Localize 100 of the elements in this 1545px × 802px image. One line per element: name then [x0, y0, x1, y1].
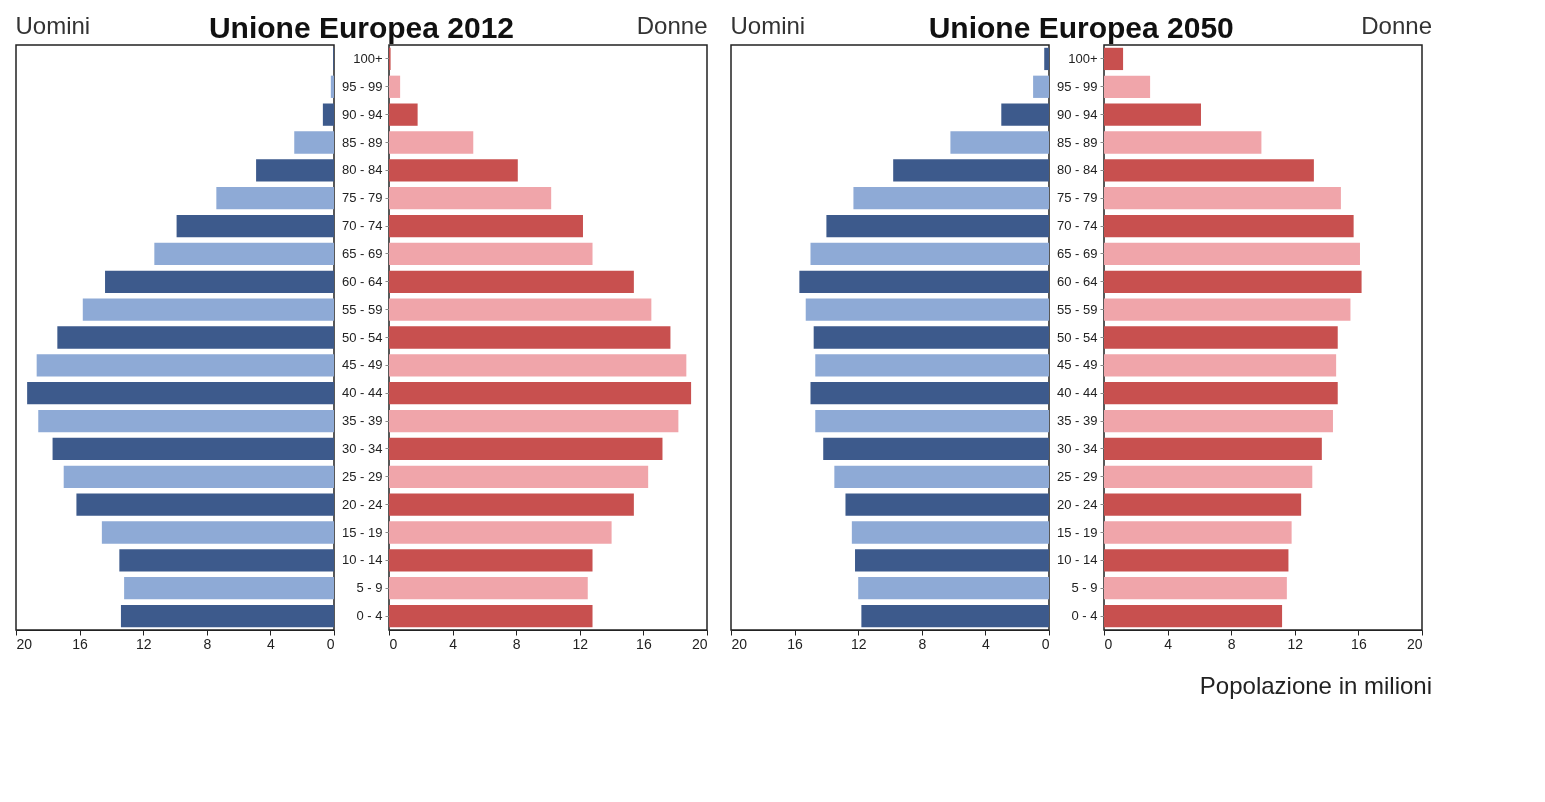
y-tick-label: 65 - 69	[1057, 245, 1098, 261]
y-tick-label: 30 - 34	[342, 440, 383, 456]
bar	[813, 326, 1049, 349]
x-tick-label: 12	[1287, 635, 1304, 652]
bar	[119, 549, 334, 572]
bar	[1044, 47, 1049, 71]
text: Donne	[1361, 12, 1432, 39]
bar	[82, 298, 334, 321]
bar	[893, 159, 1049, 182]
bar	[1033, 75, 1049, 98]
bar	[823, 437, 1049, 461]
bar	[322, 103, 334, 126]
bar	[858, 577, 1049, 600]
y-tick-label: 95 - 99	[1057, 78, 1098, 94]
bar	[1001, 103, 1049, 126]
y-tick-label: 40 - 44	[342, 385, 383, 401]
y-tick-label: 55 - 59	[342, 301, 383, 317]
bar	[101, 521, 334, 544]
y-tick-label: 45 - 49	[1057, 357, 1098, 373]
text: Donne	[636, 12, 708, 39]
y-tick-label: 10 - 14	[1057, 552, 1098, 568]
y-tick-label: 100+	[1068, 50, 1098, 66]
y-tick-label: 20 - 24	[342, 496, 383, 512]
y-tick-label: 100+	[353, 50, 383, 66]
x-tick-label: 8	[203, 635, 212, 652]
x-tick-label: 4	[267, 635, 275, 652]
x-tick-label: 16	[72, 635, 89, 652]
y-tick-label: 45 - 49	[342, 357, 383, 373]
x-tick-label: 12	[572, 635, 589, 652]
bar	[799, 270, 1049, 293]
y-tick-label: 20 - 24	[1057, 496, 1098, 512]
bar	[176, 214, 334, 238]
y-tick-label: 85 - 89	[1057, 134, 1098, 150]
y-tick-label: 15 - 19	[342, 524, 383, 540]
bar	[826, 214, 1049, 238]
x-tick-label: 16	[787, 635, 804, 652]
bar	[950, 131, 1049, 154]
bar	[810, 242, 1049, 266]
y-tick-label: 0 - 4	[356, 608, 383, 624]
y-tick-label: 5 - 9	[1071, 580, 1098, 596]
y-tick-label: 85 - 89	[342, 134, 383, 150]
chart-title: Unione Europea 2012	[208, 11, 515, 45]
chart-title: Unione Europea 2050	[928, 11, 1234, 45]
y-tick-label: 25 - 29	[1057, 468, 1098, 484]
bar	[851, 521, 1049, 544]
text: Uomini	[15, 12, 91, 39]
bar	[63, 465, 334, 488]
x-tick-label: 12	[135, 635, 152, 652]
y-tick-label: 80 - 84	[342, 162, 383, 178]
y-tick-label: 65 - 69	[342, 245, 383, 261]
y-tick-label: 15 - 19	[1057, 524, 1098, 540]
x-tick-label: 4	[982, 635, 990, 652]
bar	[52, 437, 334, 461]
bar	[330, 75, 334, 98]
text: Uomini	[730, 12, 806, 39]
bar	[853, 187, 1049, 210]
x-tick-label: 16	[1351, 635, 1367, 652]
x-tick-label: 20	[16, 635, 33, 652]
y-tick-label: 75 - 79	[1057, 190, 1098, 206]
x-tick-label: 20	[691, 635, 708, 652]
y-tick-label: 5 - 9	[356, 580, 383, 596]
y-tick-label: 95 - 99	[342, 78, 383, 94]
bar	[38, 409, 334, 433]
x-tick-label: 4	[449, 635, 458, 652]
x-tick-label: 20	[1406, 635, 1423, 652]
bar	[810, 382, 1049, 405]
bar	[120, 604, 334, 628]
bar	[57, 326, 334, 349]
y-tick-label: 35 - 39	[342, 413, 383, 429]
bar	[855, 549, 1049, 572]
x-tick-label: 0	[1104, 635, 1113, 652]
y-tick-label: 70 - 74	[1057, 218, 1098, 234]
x-tick-label: 12	[850, 635, 867, 652]
bar	[256, 159, 334, 182]
x-tick-label: 0	[326, 635, 335, 652]
y-tick-label: 90 - 94	[1057, 106, 1098, 122]
bar	[105, 270, 334, 293]
y-tick-label: 60 - 64	[342, 273, 383, 289]
y-tick-label: 0 - 4	[1071, 608, 1098, 624]
x-tick-label: 20	[731, 635, 748, 652]
bar	[154, 242, 334, 266]
bar	[845, 493, 1049, 516]
y-tick-label: 40 - 44	[1057, 385, 1098, 401]
y-tick-label: 60 - 64	[1057, 273, 1098, 289]
y-tick-label: 35 - 39	[1057, 413, 1098, 429]
x-tick-label: 8	[918, 635, 927, 652]
bar	[805, 298, 1049, 321]
bar	[76, 493, 334, 516]
x-tick-label: 8	[1227, 635, 1236, 652]
bar	[216, 187, 334, 210]
bar	[36, 354, 334, 377]
y-tick-label: 75 - 79	[342, 190, 383, 206]
bar	[815, 409, 1049, 433]
x-tick-label: 4	[1164, 635, 1173, 652]
y-tick-label: 90 - 94	[342, 106, 383, 122]
bar	[124, 577, 334, 600]
x-tick-label: 8	[512, 635, 521, 652]
bar	[27, 382, 334, 405]
bar	[294, 131, 334, 154]
x-tick-label: 0	[389, 635, 398, 652]
